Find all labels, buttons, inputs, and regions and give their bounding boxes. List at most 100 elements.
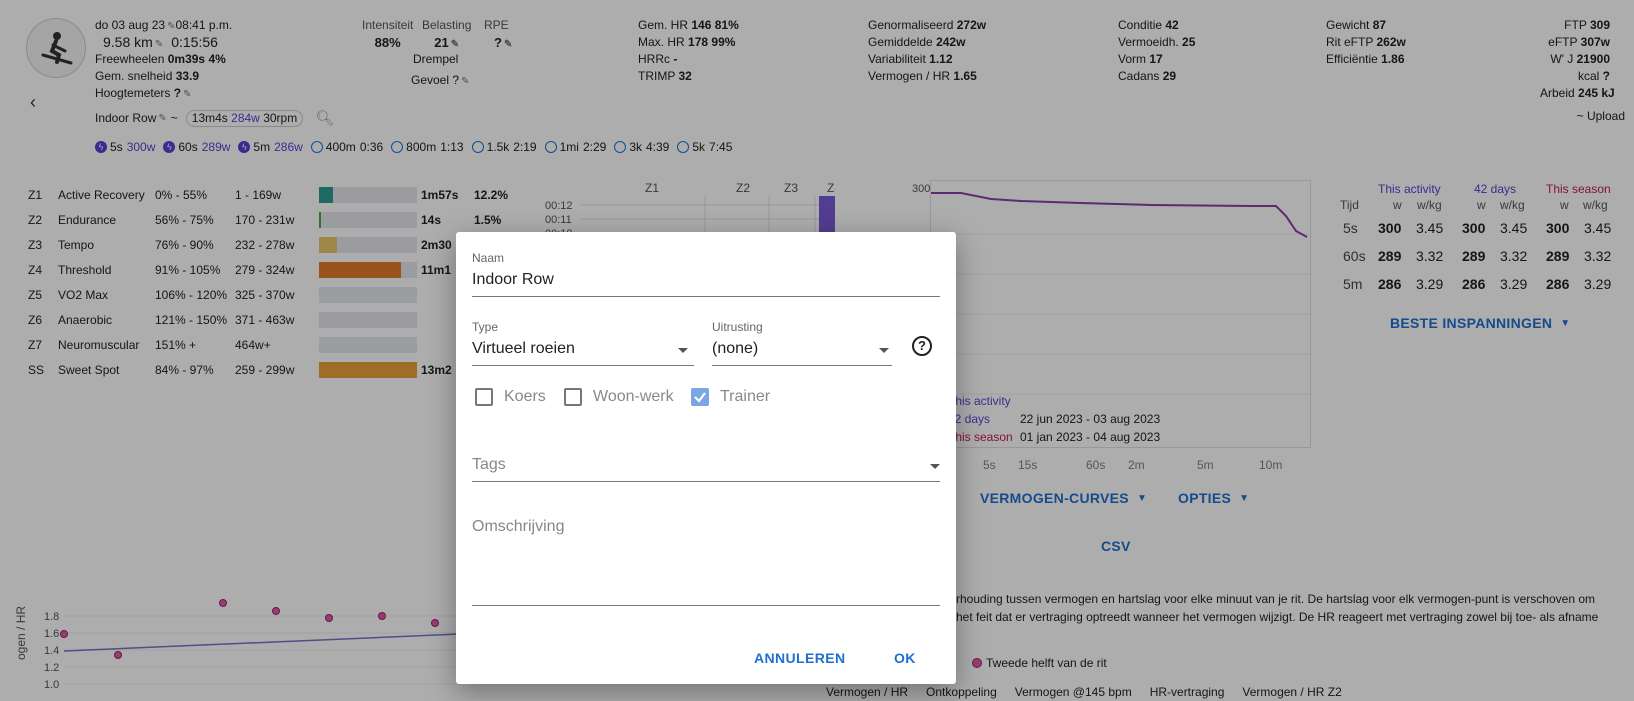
- effort-chip[interactable]: 5k 7:45: [677, 140, 732, 154]
- freewheel-pct: 4%: [208, 52, 226, 66]
- effort-label: 5k: [692, 140, 706, 154]
- gear-select[interactable]: (none): [712, 340, 759, 357]
- effort-chip[interactable]: ϟ 5m 286w: [238, 140, 303, 154]
- effort-value: 2:19: [513, 140, 537, 154]
- zone-label: Z2: [736, 181, 750, 195]
- effort-chip[interactable]: 800m 1:13: [391, 140, 464, 154]
- activity-date: do 03 aug 23: [95, 18, 166, 32]
- effort-label: 1mi: [559, 140, 579, 154]
- best-value: 300: [1462, 220, 1486, 236]
- zone-id: Z3: [28, 238, 43, 252]
- x-tick-label: 15s: [1018, 458, 1038, 472]
- trainer-label[interactable]: Trainer: [720, 388, 771, 405]
- power-curves-dropdown[interactable]: VERMOGEN-CURVES ▼: [980, 490, 1147, 506]
- effort-label: 800m: [406, 140, 437, 154]
- stat-row: TRIMP 32: [638, 68, 739, 85]
- x-tick-label: 5s: [983, 458, 996, 472]
- zone-label: Z1: [645, 181, 659, 195]
- activity-name[interactable]: Indoor Row: [95, 111, 157, 125]
- best-group-header: This season: [1546, 182, 1611, 196]
- best-group-header: 42 days: [1474, 182, 1517, 196]
- options-dropdown[interactable]: OPTIES ▼: [1178, 490, 1249, 506]
- zone-watts: 259 - 299w: [235, 363, 295, 377]
- zone-watts: 371 - 463w: [235, 313, 295, 327]
- decoupling-chart-svg: 1.8 1.6 1.4 1.2 1.0: [44, 599, 461, 691]
- zone-id: Z6: [28, 313, 43, 327]
- interval-time: 13m4s: [191, 110, 228, 125]
- zone-bar-track: [319, 287, 417, 303]
- commute-checkbox[interactable]: [564, 388, 582, 406]
- edit-icon[interactable]: ✎: [154, 39, 164, 50]
- data-point: [378, 612, 386, 620]
- legend-row: This season 01 jan 2023 - 04 aug 2023: [948, 428, 1160, 446]
- gear-caret-icon[interactable]: [879, 348, 889, 353]
- best-value: 3.29: [1500, 276, 1528, 292]
- stat-value: 32: [678, 69, 692, 83]
- race-checkbox[interactable]: [475, 388, 493, 406]
- interval-pill[interactable]: 13m4s 284w 30rpm: [185, 109, 304, 127]
- search-icon[interactable]: 🔍︎: [315, 110, 335, 127]
- effort-chip[interactable]: 1.5k 2:19: [471, 140, 537, 154]
- stat-row: Vermoeidh. 25: [1118, 34, 1195, 51]
- edit-icon[interactable]: ✎: [450, 39, 460, 50]
- type-select[interactable]: Virtueel roeien: [472, 340, 575, 357]
- race-label[interactable]: Koers: [504, 388, 546, 405]
- stat-value: 1.65: [953, 69, 977, 83]
- sub-header: w: [1560, 198, 1569, 212]
- activity-type-avatar[interactable]: [26, 18, 86, 78]
- load-value: 21: [434, 35, 449, 50]
- lightning-icon: ϟ: [163, 141, 176, 153]
- stat-label: Rit eFTP: [1326, 35, 1374, 49]
- chart-tab[interactable]: HR-vertraging: [1149, 685, 1225, 699]
- chart-tab[interactable]: Ontkoppeling: [926, 685, 997, 699]
- edit-icon[interactable]: ✎: [183, 89, 192, 100]
- checkmark-icon: [694, 392, 706, 403]
- tags-select[interactable]: Tags: [472, 456, 506, 473]
- commute-label[interactable]: Woon-werk: [593, 388, 674, 405]
- help-icon[interactable]: ?: [912, 336, 932, 356]
- effort-chip[interactable]: 1mi 2:29: [544, 140, 606, 154]
- effort-chip[interactable]: ϟ 5s 300w: [95, 140, 155, 154]
- chart-tab[interactable]: Vermogen @145 bpm: [1014, 685, 1132, 699]
- edit-icon[interactable]: ✎: [167, 21, 176, 32]
- zone-bar-track: [319, 237, 417, 253]
- stat-extra: 81%: [714, 18, 739, 32]
- best-efforts-dropdown[interactable]: BESTE INSPANNINGEN ▼: [1390, 315, 1570, 331]
- chart-tab[interactable]: Vermogen / HR: [826, 685, 909, 699]
- best-value: 300: [1378, 220, 1402, 236]
- legend-label: 42 days: [948, 412, 991, 426]
- effort-value: 1:13: [440, 140, 464, 154]
- effort-chip[interactable]: ϟ 60s 289w: [163, 140, 230, 154]
- name-input[interactable]: Indoor Row: [472, 271, 554, 288]
- edit-icon[interactable]: ✎: [158, 112, 167, 124]
- upload-link[interactable]: ~ Upload: [1576, 109, 1625, 123]
- stat-value: 1.86: [1381, 52, 1405, 66]
- back-icon[interactable]: ‹: [30, 92, 36, 112]
- effort-chip[interactable]: 3k 4:39: [614, 140, 669, 154]
- csv-button[interactable]: CSV: [1101, 538, 1131, 554]
- effort-chip[interactable]: 400m 0:36: [310, 140, 383, 154]
- effort-label: 1.5k: [486, 140, 510, 154]
- sub-header: w/kg: [1583, 198, 1608, 212]
- edit-icon[interactable]: ✎: [503, 39, 513, 50]
- name-label: Naam: [472, 251, 505, 265]
- data-point: [114, 651, 122, 659]
- legend-row: 42 days 22 jun 2023 - 03 aug 2023: [948, 410, 1160, 428]
- data-point: [325, 614, 333, 622]
- data-point: [272, 607, 280, 615]
- stat-label: Variabiliteit: [868, 52, 926, 66]
- description-textarea[interactable]: [472, 510, 940, 606]
- best-efforts-label: BESTE INSPANNINGEN: [1390, 315, 1553, 331]
- freewheel-value: 0m39s: [167, 52, 206, 66]
- chart-tab[interactable]: Vermogen / HR Z2: [1242, 685, 1342, 699]
- ok-button[interactable]: OK: [894, 650, 916, 666]
- edit-icon[interactable]: ✎: [461, 76, 470, 87]
- cancel-button[interactable]: ANNULEREN: [754, 650, 846, 666]
- trainer-checkbox[interactable]: [691, 388, 709, 406]
- stat-row: FTP 309: [1540, 17, 1610, 34]
- legend-row: This activity: [948, 392, 1160, 410]
- stopwatch-icon: [310, 141, 323, 153]
- tags-caret-icon[interactable]: [930, 464, 940, 469]
- stat-label: Max. HR: [638, 35, 685, 49]
- type-caret-icon[interactable]: [678, 348, 688, 353]
